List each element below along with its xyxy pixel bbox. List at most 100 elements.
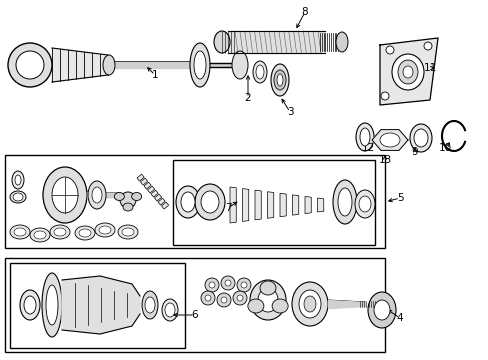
Ellipse shape — [12, 171, 24, 189]
Polygon shape — [292, 195, 298, 215]
Ellipse shape — [260, 281, 275, 295]
Ellipse shape — [231, 51, 247, 79]
Ellipse shape — [201, 191, 219, 213]
Ellipse shape — [224, 280, 230, 286]
Polygon shape — [229, 187, 236, 223]
Ellipse shape — [42, 273, 62, 337]
Ellipse shape — [249, 280, 285, 320]
Ellipse shape — [194, 51, 205, 79]
Ellipse shape — [354, 190, 374, 218]
Text: 12: 12 — [361, 143, 374, 153]
Ellipse shape — [232, 291, 246, 305]
Ellipse shape — [145, 297, 155, 313]
Ellipse shape — [397, 60, 417, 84]
Ellipse shape — [409, 124, 431, 152]
Bar — [158, 198, 165, 205]
Ellipse shape — [304, 296, 315, 312]
Ellipse shape — [24, 296, 36, 314]
Bar — [5, 155, 384, 248]
Ellipse shape — [181, 192, 195, 212]
Bar — [143, 182, 151, 189]
Ellipse shape — [217, 293, 230, 307]
Ellipse shape — [164, 303, 175, 317]
Ellipse shape — [391, 54, 423, 90]
Ellipse shape — [103, 55, 115, 75]
Polygon shape — [62, 276, 140, 334]
Ellipse shape — [99, 226, 111, 234]
Bar — [137, 174, 144, 181]
Ellipse shape — [10, 225, 30, 239]
Ellipse shape — [10, 191, 26, 203]
Ellipse shape — [201, 291, 215, 305]
Bar — [161, 202, 168, 209]
Bar — [154, 194, 162, 201]
Ellipse shape — [120, 192, 136, 208]
Ellipse shape — [79, 229, 91, 237]
Ellipse shape — [208, 282, 215, 288]
Ellipse shape — [385, 46, 393, 54]
Ellipse shape — [30, 228, 50, 242]
Text: 9: 9 — [411, 147, 417, 157]
Ellipse shape — [54, 228, 66, 236]
Text: 4: 4 — [396, 313, 403, 323]
Ellipse shape — [332, 180, 356, 224]
Bar — [10, 263, 184, 348]
Ellipse shape — [15, 175, 21, 185]
Ellipse shape — [258, 288, 278, 312]
Polygon shape — [254, 190, 261, 220]
Bar — [151, 190, 158, 197]
Text: 8: 8 — [301, 7, 307, 17]
Ellipse shape — [402, 66, 412, 78]
Ellipse shape — [92, 187, 102, 203]
Ellipse shape — [195, 184, 224, 220]
Text: 5: 5 — [396, 193, 403, 203]
Ellipse shape — [237, 295, 243, 301]
Polygon shape — [52, 48, 108, 82]
Ellipse shape — [176, 186, 200, 218]
Ellipse shape — [380, 92, 388, 100]
Ellipse shape — [114, 193, 124, 201]
Ellipse shape — [367, 292, 395, 328]
Ellipse shape — [204, 295, 210, 301]
Ellipse shape — [131, 193, 142, 201]
Ellipse shape — [337, 188, 351, 216]
Ellipse shape — [34, 231, 46, 239]
Text: 7: 7 — [224, 203, 231, 213]
Ellipse shape — [359, 128, 369, 146]
Polygon shape — [379, 38, 437, 105]
Ellipse shape — [379, 133, 399, 147]
Ellipse shape — [95, 223, 115, 237]
Ellipse shape — [237, 278, 250, 292]
Polygon shape — [267, 192, 273, 218]
Text: 11: 11 — [423, 63, 436, 73]
Ellipse shape — [358, 196, 370, 212]
Text: 13: 13 — [378, 155, 391, 165]
Polygon shape — [242, 189, 248, 221]
Ellipse shape — [75, 226, 95, 240]
Bar — [5, 258, 384, 352]
Ellipse shape — [252, 61, 266, 83]
Polygon shape — [305, 197, 311, 213]
Ellipse shape — [276, 74, 283, 86]
Ellipse shape — [122, 228, 134, 236]
Ellipse shape — [190, 43, 209, 87]
Ellipse shape — [13, 193, 23, 201]
Ellipse shape — [142, 291, 158, 319]
Ellipse shape — [46, 285, 58, 325]
Ellipse shape — [16, 51, 44, 79]
Ellipse shape — [273, 70, 285, 90]
Text: 6: 6 — [191, 310, 198, 320]
Bar — [173, 160, 374, 245]
Ellipse shape — [247, 299, 264, 313]
Ellipse shape — [298, 290, 320, 318]
Bar — [140, 178, 147, 185]
Ellipse shape — [256, 65, 264, 79]
Ellipse shape — [241, 282, 246, 288]
Ellipse shape — [373, 300, 389, 320]
Bar — [147, 186, 154, 193]
Ellipse shape — [271, 299, 287, 313]
Ellipse shape — [355, 123, 373, 151]
Ellipse shape — [335, 32, 347, 52]
Ellipse shape — [291, 282, 327, 326]
Ellipse shape — [52, 177, 78, 213]
